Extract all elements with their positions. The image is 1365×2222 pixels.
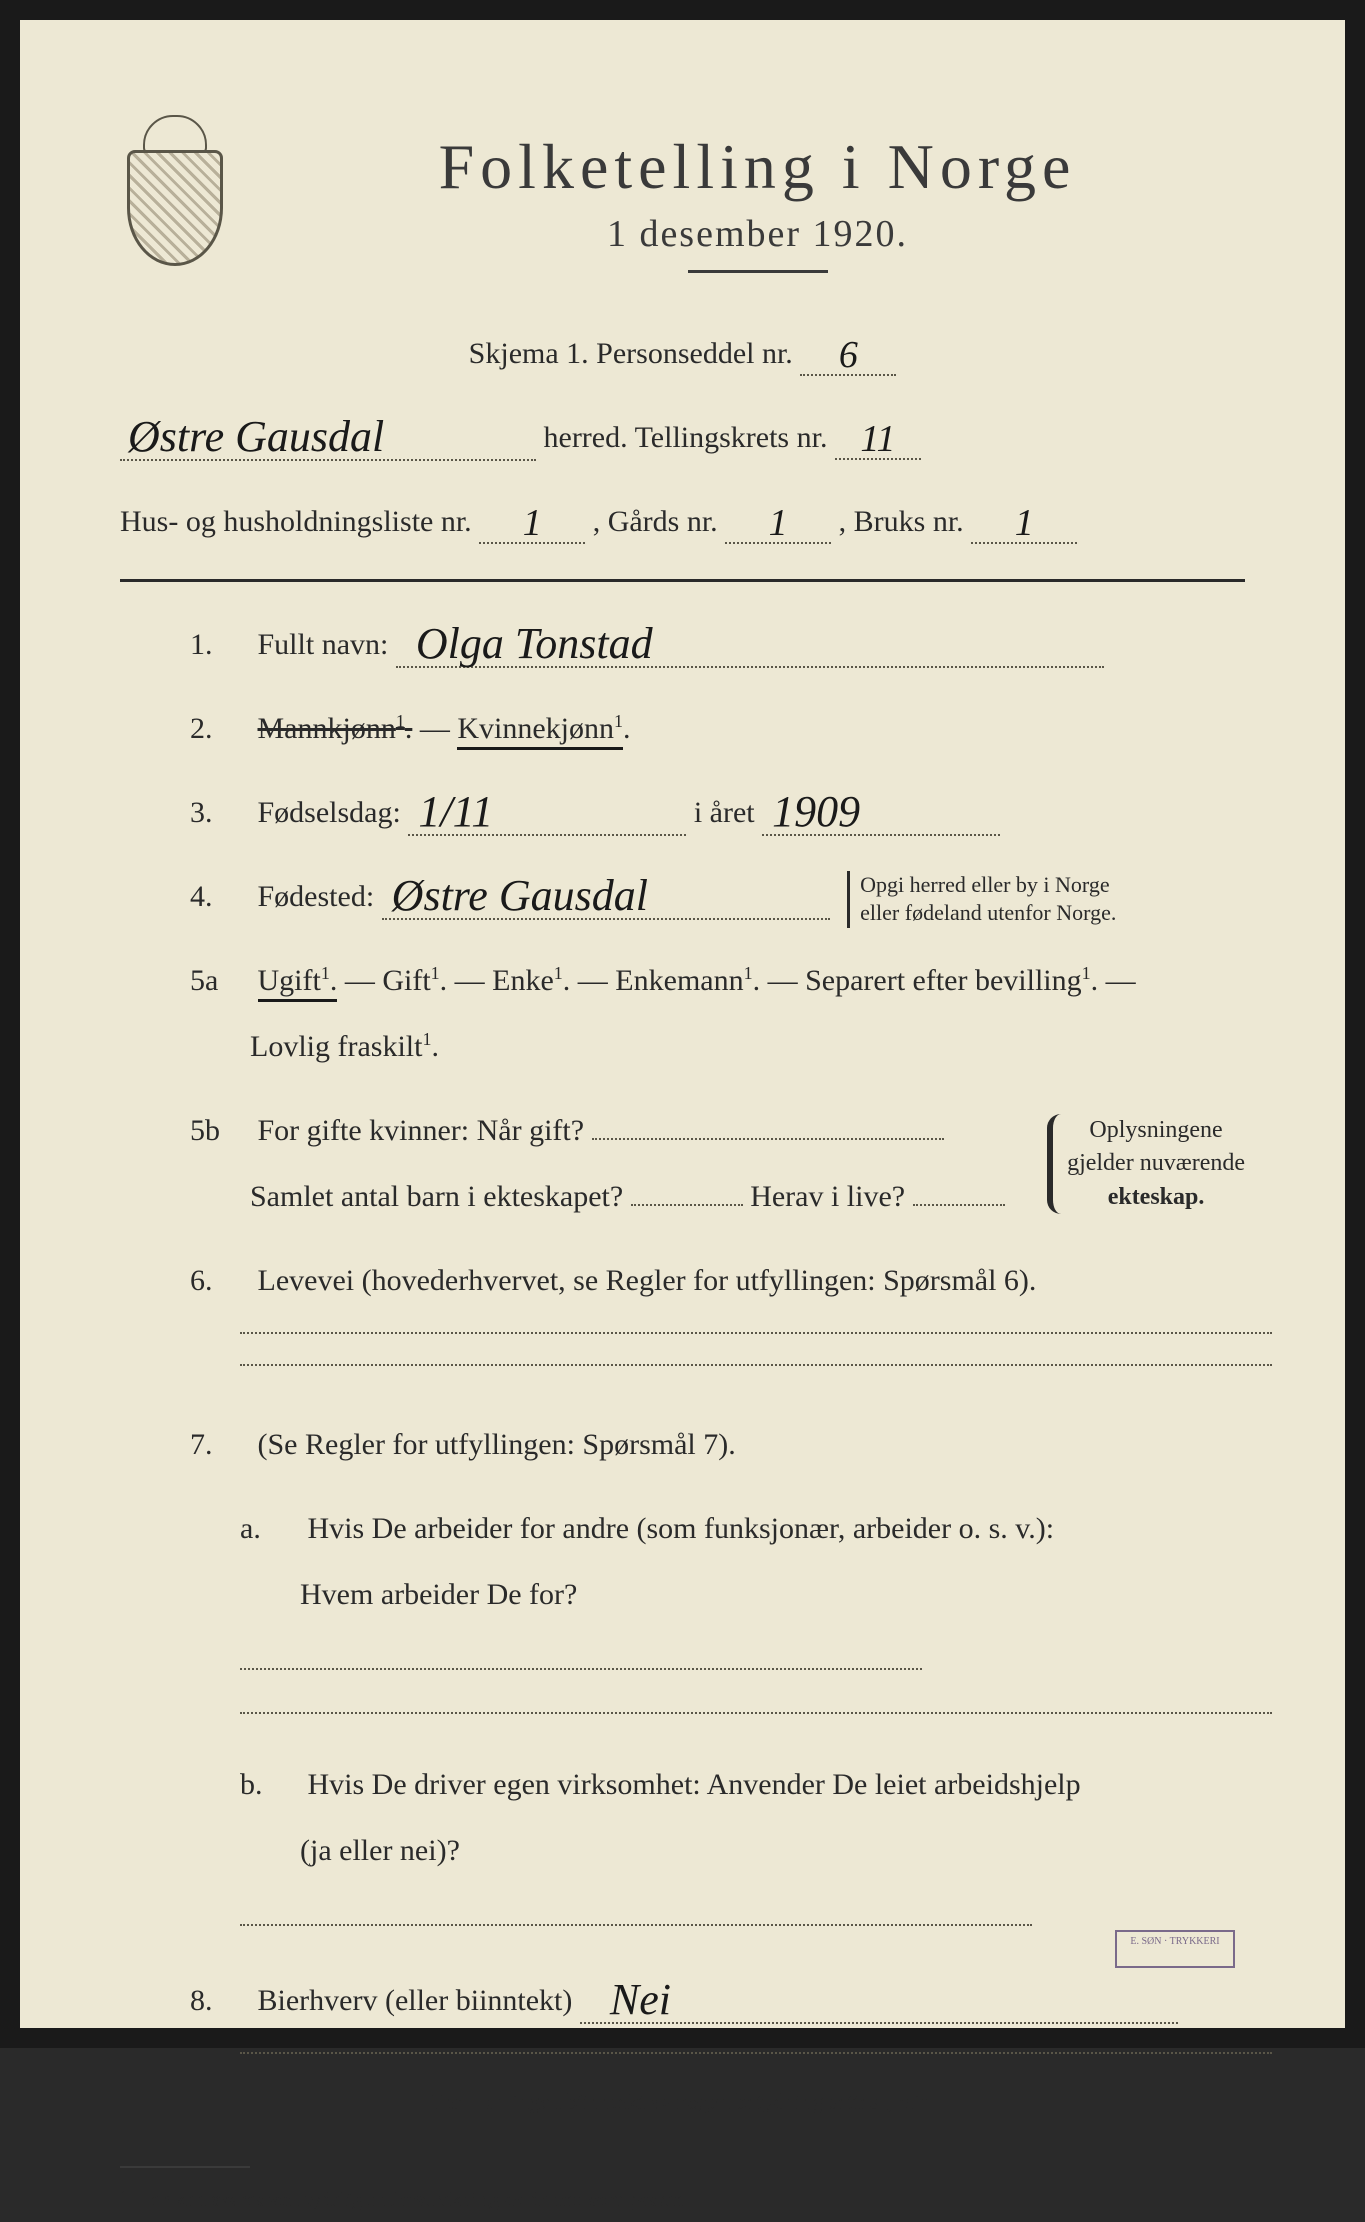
q5b-note: Oplysningene gjelder nuværende ekteskap.	[1047, 1114, 1245, 1215]
q1: 1. Fullt navn: Olga Tonstad	[120, 612, 1245, 678]
q7a: a. Hvis De arbeider for andre (som funks…	[120, 1496, 1245, 1694]
q3-mid: i året	[694, 796, 755, 829]
form-body: Skjema 1. Personseddel nr. 6 Østre Gausd…	[120, 321, 1245, 2222]
q7b-l1: Hvis De driver egen virksomhet: Anvender…	[308, 1768, 1081, 1801]
q8-value: Nei	[580, 1978, 1178, 2024]
q7-num: 7.	[190, 1412, 250, 1478]
coat-of-arms-icon	[120, 120, 230, 270]
q7a-blank	[240, 1668, 922, 1670]
header: Folketelling i Norge 1 desember 1920.	[120, 110, 1245, 303]
q5b-l2b: Herav i live?	[750, 1180, 905, 1213]
gards-nr: 1	[725, 504, 831, 544]
q2: 2. Mannkjønn1. — Kvinnekjønn1.	[120, 696, 1245, 762]
q5b-barn-blank	[631, 1204, 743, 1206]
q5b-l1a: For gifte kvinner: Når gift?	[258, 1114, 585, 1147]
subtitle: 1 desember 1920.	[270, 212, 1245, 256]
meta-line-2: Østre Gausdal herred. Tellingskrets nr. …	[120, 405, 1245, 471]
gards-label: , Gårds nr.	[593, 505, 718, 538]
q5b-live-blank	[913, 1204, 1005, 1206]
q5a-separert: Separert efter bevilling1.	[805, 964, 1098, 997]
q2-sep: —	[420, 712, 458, 745]
q3-label: Fødselsdag:	[258, 796, 401, 829]
herred-name: Østre Gausdal	[120, 415, 536, 461]
footnote-text: Her kan svares ved tydelig understreknin…	[136, 2189, 686, 2211]
q7b: b. Hvis De driver egen virksomhet: Anven…	[120, 1752, 1245, 1950]
q5b-gift-blank	[592, 1138, 944, 1140]
herred-suffix: herred. Tellingskrets nr.	[544, 421, 828, 454]
q7b-blank	[240, 1924, 1032, 1926]
q6-label: Levevei (hovederhvervet, se Regler for u…	[258, 1264, 1037, 1297]
q3-num: 3.	[190, 780, 250, 846]
meta-line-1: Skjema 1. Personseddel nr. 6	[120, 321, 1245, 387]
q7a-l2: Hvem arbeider De for?	[240, 1578, 577, 1611]
q8-label: Bierhverv (eller biinntekt)	[258, 1984, 573, 2017]
q5b-l2a: Samlet antal barn i ekteskapet?	[190, 1180, 623, 1213]
q4-note: Opgi herred eller by i Norge eller fødel…	[847, 871, 1116, 928]
printer-stamp: E. SØN · TRYKKERI	[1115, 1930, 1235, 1968]
q2-mann: Mannkjønn1.	[258, 712, 413, 745]
q5a-gift: Gift1.	[382, 964, 447, 997]
q3-year: 1909	[762, 790, 1000, 836]
q5a-enke: Enke1.	[492, 964, 570, 997]
title-rule	[688, 270, 828, 273]
q4-num: 4.	[190, 864, 250, 930]
divider-thick	[120, 579, 1245, 582]
footnote-mark: 1	[120, 2188, 126, 2202]
tail-note: Har man ingen biinntekt av nogen betydni…	[120, 2078, 1245, 2126]
q7b-l2: (ja eller nei)?	[240, 1834, 460, 1867]
q1-num: 1.	[190, 612, 250, 678]
tellingskrets-nr: 11	[835, 420, 921, 460]
q8-num: 8.	[190, 1968, 250, 2034]
q3-day: 1/11	[408, 790, 686, 836]
bruks-nr: 1	[971, 504, 1077, 544]
q4: 4. Fødested: Østre Gausdal Opgi herred e…	[120, 864, 1245, 930]
q8-blank-2	[120, 2052, 1245, 2054]
q2-kvinne: Kvinnekjønn1	[457, 712, 623, 750]
q6-num: 6.	[190, 1248, 250, 1314]
q5b: 5b For gifte kvinner: Når gift? Samlet a…	[120, 1098, 1245, 1230]
q7b-num: b.	[240, 1752, 300, 1818]
hus-prefix: Hus- og husholdningsliste nr.	[120, 505, 472, 538]
q3: 3. Fødselsdag: 1/11 i året 1909	[120, 780, 1245, 846]
q5a-fraskilt: Lovlig fraskilt1.	[190, 1030, 439, 1063]
q1-value: Olga Tonstad	[396, 622, 1104, 668]
q4-value: Østre Gausdal	[382, 874, 830, 920]
q6: 6. Levevei (hovederhvervet, se Regler fo…	[120, 1248, 1245, 1314]
q5b-num: 5b	[190, 1098, 250, 1164]
q7-label: (Se Regler for utfyllingen: Spørsmål 7).	[258, 1428, 736, 1461]
personseddel-nr: 6	[800, 336, 896, 376]
footnote: 1 Her kan svares ved tydelig understrekn…	[120, 2166, 1245, 2222]
q5a-num: 5a	[190, 948, 250, 1014]
q7a-num: a.	[240, 1496, 300, 1562]
title-block: Folketelling i Norge 1 desember 1920.	[270, 110, 1245, 303]
q5a: 5a Ugift1. — Gift1. — Enke1. — Enkemann1…	[120, 948, 1245, 1080]
q5a-ugift: Ugift1.	[258, 964, 338, 1002]
q5a-enkemann: Enkemann1.	[615, 964, 760, 997]
q4-label: Fødested:	[258, 880, 375, 913]
skjema-label: Skjema 1. Personseddel nr.	[469, 337, 793, 370]
main-title: Folketelling i Norge	[270, 130, 1245, 204]
q1-label: Fullt navn:	[258, 628, 389, 661]
q7: 7. (Se Regler for utfyllingen: Spørsmål …	[120, 1412, 1245, 1478]
hus-nr: 1	[479, 504, 585, 544]
q8: 8. Bierhverv (eller biinntekt) Nei	[120, 1968, 1245, 2034]
bruks-label: , Bruks nr.	[839, 505, 964, 538]
meta-line-3: Hus- og husholdningsliste nr. 1 , Gårds …	[120, 489, 1245, 555]
q2-num: 2.	[190, 696, 250, 762]
q7a-l1: Hvis De arbeider for andre (som funksjon…	[308, 1512, 1055, 1545]
census-form-page: Folketelling i Norge 1 desember 1920. Sk…	[0, 0, 1365, 2048]
